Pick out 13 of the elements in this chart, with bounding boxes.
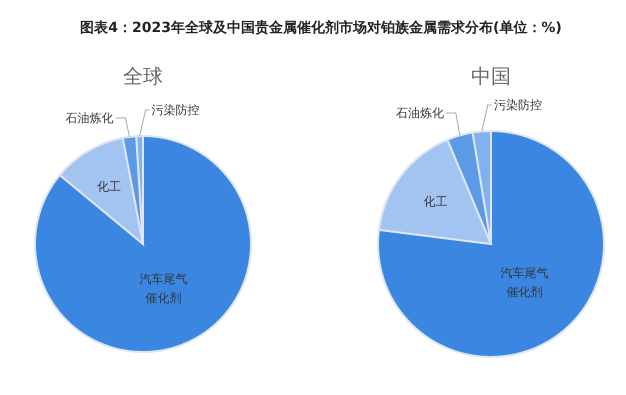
slice-label: 化工	[423, 194, 448, 209]
pie-slice	[34, 135, 252, 353]
slice-label: 化工	[96, 179, 121, 194]
slice-label: 污染防控	[152, 103, 200, 117]
pie-slice	[377, 130, 605, 358]
slice-label: 污染防控	[494, 98, 542, 112]
slice-label: 石油炼化	[396, 106, 444, 120]
chart-subtitle: 中国	[471, 64, 511, 88]
text: 图表4：2023年全球及中国贵金属催化剂市场对铂族金属需求分布(单位：%)	[80, 19, 562, 36]
slice-label: 汽车尾气催化剂	[140, 272, 188, 305]
chart-subtitle: 全球	[123, 64, 163, 88]
slice-label: 石油炼化	[65, 111, 114, 125]
slice-label: 汽车尾气催化剂	[500, 266, 549, 300]
